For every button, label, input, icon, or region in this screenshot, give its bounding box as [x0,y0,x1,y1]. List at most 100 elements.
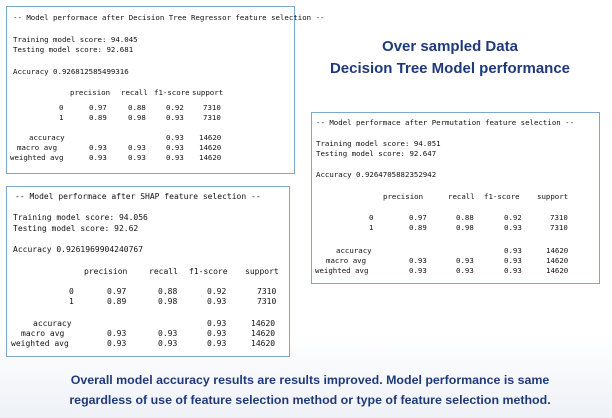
cell-support: 14620 [546,256,569,265]
cell-precision: 0.97 [107,287,127,296]
panel-header: -- Model performace after Decision Tree … [13,13,325,22]
training-score: Training model score: 94.051 [316,139,441,148]
cell-support: 7310 [203,113,221,122]
cell-f1: 0.93 [166,113,184,122]
cell-f1: 0.93 [504,256,522,265]
report-panel-shap: -- Model performace after SHAP feature s… [6,186,290,357]
cell-recall: 0.88 [158,287,178,296]
row-label: 0 [369,213,374,222]
cell-f1: 0.93 [207,297,227,306]
cell-precision: 0.93 [409,266,427,275]
col-header-precision: precision [383,192,424,201]
cell-precision: 0.93 [409,256,427,265]
cell-support: 14620 [199,143,222,152]
cell-recall: 0.98 [158,297,178,306]
row-label: weighted avg [315,266,369,275]
cell-support: 14620 [251,339,276,348]
row-label: weighted avg [11,339,69,348]
cell-support: 7310 [550,213,568,222]
cell-recall: 0.93 [158,339,178,348]
cell-recall: 0.98 [456,223,474,232]
cell-support: 14620 [546,266,569,275]
col-header-precision: precision [70,88,111,97]
row-label: accuracy [29,133,65,142]
cell-recall: 0.93 [456,266,474,275]
cell-precision: 0.89 [409,223,427,232]
cell-f1: 0.92 [207,287,227,296]
training-score: Training model score: 94.045 [13,35,138,44]
cell-precision: 0.89 [89,113,107,122]
conclusion-line-1: Overall model accuracy results are resul… [70,373,550,387]
cell-precision: 0.93 [107,339,127,348]
slide-title-line-1: Over sampled Data [382,38,518,55]
cell-recall: 0.93 [128,153,146,162]
testing-score: Testing model score: 92.647 [316,149,437,158]
cell-f1: 0.93 [504,246,522,255]
report-panel-decision-tree: -- Model performace after Decision Tree … [6,6,324,174]
cell-precision: 0.97 [89,103,107,112]
slide-title-line-2: Decision Tree Model performance [329,60,571,77]
row-label: 0 [59,103,64,112]
col-header-support: support [245,267,279,276]
cell-recall: 0.98 [128,113,146,122]
panel-header: -- Model performace after Permutation fe… [316,118,575,127]
cell-precision: 0.97 [409,213,427,222]
cell-recall: 0.93 [128,143,146,152]
cell-support: 14620 [546,246,569,255]
testing-score: Testing model score: 92.62 [13,224,139,233]
cell-support: 7310 [257,287,277,296]
testing-score: Testing model score: 92.681 [13,45,134,54]
cell-f1: 0.93 [504,266,522,275]
col-header-recall: recall [121,88,148,97]
row-label: weighted avg [10,153,64,162]
row-label: macro avg [326,256,367,265]
row-label: macro avg [21,329,65,338]
cell-support: 14620 [251,329,276,338]
col-header-precision: precision [84,267,128,276]
accuracy-line: Accuracy 0.9264705882352942 [316,170,437,179]
cell-f1: 0.93 [166,143,184,152]
cell-f1: 0.92 [504,213,522,222]
cell-f1: 0.93 [207,329,227,338]
cell-recall: 0.88 [128,103,146,112]
cell-recall: 0.93 [456,256,474,265]
cell-support: 14620 [199,133,222,142]
cell-support: 14620 [199,153,222,162]
cell-precision: 0.93 [89,143,107,152]
row-label: accuracy [33,319,72,328]
col-header-recall: recall [448,192,475,201]
cell-recall: 0.88 [456,213,474,222]
col-header-recall: recall [149,267,178,276]
cell-f1: 0.93 [504,223,522,232]
row-label: accuracy [336,246,372,255]
cell-f1: 0.93 [207,319,227,328]
conclusion-line-2: regardless of use of feature selection m… [69,393,551,407]
row-label: 0 [69,287,74,296]
report-panel-permutation: -- Model performace after Permutation fe… [311,112,600,284]
row-label: macro avg [17,143,58,152]
cell-f1: 0.93 [207,339,227,348]
cell-f1: 0.93 [166,153,184,162]
cell-precision: 0.89 [107,297,127,306]
cell-support: 7310 [257,297,277,306]
cell-support: 14620 [251,319,276,328]
cell-support: 7310 [203,103,221,112]
col-header-f1: f1-score [484,192,520,201]
col-header-f1: f1-score [189,267,228,276]
col-header-support: support [192,88,224,97]
col-header-f1: f1-score [154,88,190,97]
accuracy-line: Accuracy 0.9261969904240767 [13,245,144,254]
cell-f1: 0.93 [166,133,184,142]
cell-support: 7310 [550,223,568,232]
row-label: 1 [69,297,74,306]
cell-recall: 0.93 [158,329,178,338]
accuracy-line: Accuracy 0.926812585499316 [13,67,129,76]
cell-precision: 0.93 [107,329,127,338]
panel-header: -- Model performace after SHAP feature s… [15,192,261,201]
training-score: Training model score: 94.056 [13,213,148,222]
cell-precision: 0.93 [89,153,107,162]
col-header-support: support [537,192,569,201]
row-label: 1 [59,113,64,122]
cell-f1: 0.92 [166,103,184,112]
row-label: 1 [369,223,374,232]
